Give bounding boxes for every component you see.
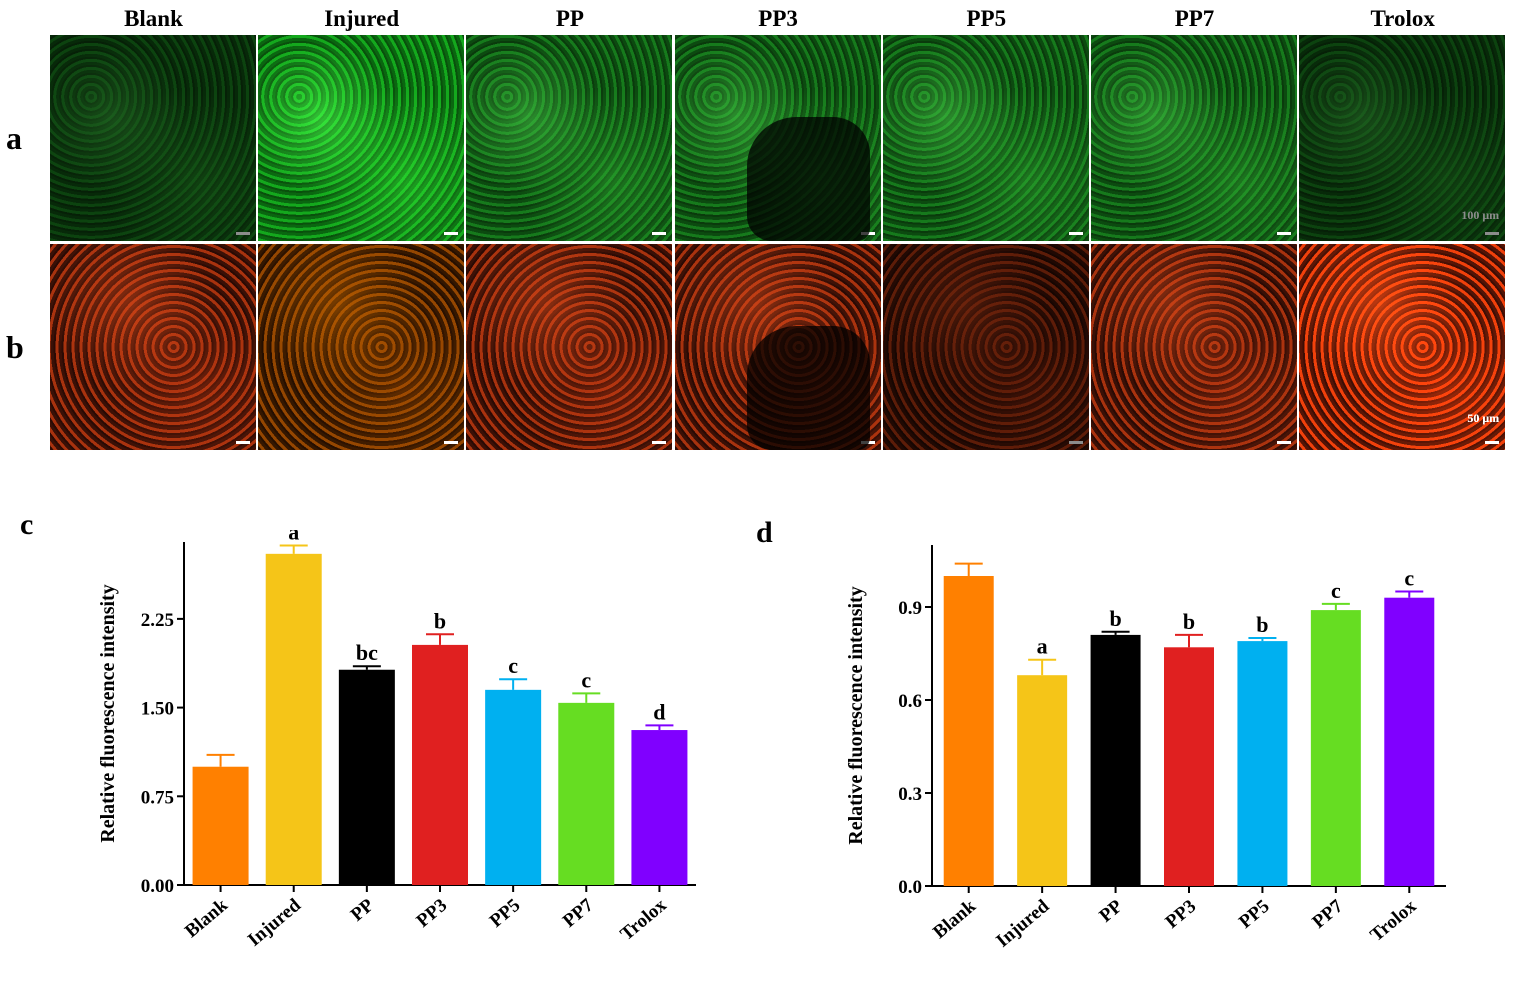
significance-label: c — [1404, 566, 1414, 591]
bar-chart-d: 0.0 0.3 0.6 0.9 Relative fluorescence intens… — [845, 545, 1446, 952]
bar-trolox — [1384, 597, 1435, 886]
significance-label: b — [1109, 606, 1121, 631]
row-label-a: a — [6, 120, 22, 156]
bar-pp3 — [1164, 647, 1214, 886]
micrograph-a-trolox: 100 μm — [1299, 35, 1506, 241]
bar-pp7 — [558, 702, 615, 885]
x-tick-label-blank: Blank — [181, 894, 232, 942]
x-tick-label-pp: PP — [1096, 895, 1128, 926]
scale-bar — [652, 441, 667, 444]
column-header-trolox: Trolox — [1370, 6, 1435, 31]
column-header-pp: PP — [555, 6, 584, 31]
bar-injured — [265, 553, 322, 885]
micrograph-b-trolox: 50 μm — [1299, 244, 1506, 450]
x-tick-label-pp5: PP5 — [1235, 896, 1274, 933]
x-tick-label-pp3: PP3 — [1162, 896, 1201, 933]
x-tick-label-pp3: PP3 — [413, 895, 452, 932]
scale-bar — [1277, 232, 1291, 235]
micrograph-b-pp — [466, 244, 673, 450]
scale-bar — [1485, 232, 1500, 235]
micrograph-b-blank — [50, 244, 256, 450]
bar-chart-c: 0.00 0.75 1.50 2.25 Relative fluorescence in… — [97, 530, 696, 951]
y-tick-label: 0.3 — [898, 784, 922, 805]
y-tick-label: 0.0 — [898, 877, 922, 898]
scale-bar — [1485, 441, 1500, 444]
y-tick-label: 0.75 — [141, 787, 174, 808]
bar-pp5 — [485, 689, 542, 885]
y-tick-label: 0.9 — [898, 598, 922, 619]
y-tick-label: 1.50 — [141, 699, 174, 720]
row-label-b: b — [6, 329, 24, 365]
micrograph-b-pp7 — [1091, 244, 1297, 450]
x-tick-label-blank: Blank — [929, 895, 980, 943]
x-tick-label-trolox: Trolox — [616, 894, 671, 945]
significance-label: bc — [356, 640, 378, 665]
column-header-injured: Injured — [324, 6, 400, 31]
scale-bar — [652, 232, 667, 235]
micrograph-a-pp5 — [882, 35, 1089, 241]
column-header-blank: Blank — [124, 6, 183, 31]
micrograph-a-pp7 — [1091, 35, 1297, 241]
column-header-pp7: PP7 — [1174, 6, 1215, 31]
scale-bar — [1068, 232, 1083, 235]
significance-label: a — [1037, 634, 1048, 659]
y-axis-label: Relative fluorescence intensity — [845, 586, 867, 844]
x-tick-label-pp7: PP7 — [1309, 895, 1348, 932]
bar-pp5 — [1237, 641, 1288, 886]
y-tick-label: 0.6 — [898, 691, 922, 712]
bar-injured — [1017, 675, 1068, 886]
y-axis-label: Relative fluorescence intensity — [97, 584, 119, 842]
x-tick-label-trolox: Trolox — [1366, 895, 1421, 946]
significance-label: a — [288, 530, 299, 545]
scale-bar — [236, 441, 250, 444]
significance-label: b — [434, 608, 446, 633]
micrograph-a-pp3 — [674, 35, 881, 241]
bar-pp7 — [1310, 610, 1361, 886]
scale-bar — [1068, 441, 1083, 444]
bar-pp3 — [412, 644, 468, 885]
significance-label: c — [508, 653, 518, 678]
x-tick-label-injured: Injured — [244, 894, 305, 950]
x-tick-label-pp7: PP7 — [559, 894, 598, 931]
micrograph-a-blank — [50, 35, 256, 241]
bar-blank — [192, 766, 249, 885]
scale-bar — [444, 232, 459, 235]
y-tick-label: 2.25 — [141, 610, 174, 631]
micrograph-b-pp5 — [882, 244, 1089, 450]
bar-pp — [1090, 634, 1141, 886]
panel-label-d: d — [756, 516, 773, 549]
scale-bar — [1277, 441, 1291, 444]
micrograph-b-injured — [258, 244, 465, 450]
bar-trolox — [631, 730, 688, 885]
micrograph-a-injured — [258, 35, 465, 241]
significance-label: d — [653, 699, 665, 724]
x-tick-label-injured: Injured — [992, 895, 1053, 951]
significance-label: c — [581, 667, 591, 692]
scale-bar — [860, 441, 875, 444]
bar-blank — [943, 576, 994, 886]
micrograph-b-pp3 — [674, 244, 881, 450]
micrograph-a-pp — [466, 35, 673, 241]
y-tick-label: 0.00 — [141, 876, 174, 897]
scale-bar — [444, 441, 459, 444]
significance-label: b — [1183, 609, 1195, 634]
x-tick-label-pp: PP — [347, 894, 379, 925]
scale-bar-label: 50 μm — [1467, 411, 1500, 425]
panel-label-c: c — [20, 508, 34, 541]
scale-bar — [236, 232, 250, 235]
significance-label: c — [1331, 578, 1341, 603]
bar-pp — [338, 669, 395, 885]
column-header-pp3: PP3 — [758, 6, 798, 31]
scale-bar-label: 100 μm — [1461, 208, 1500, 222]
x-tick-label-pp5: PP5 — [486, 895, 525, 932]
significance-label: b — [1256, 612, 1268, 637]
column-header-pp5: PP5 — [966, 6, 1007, 31]
scale-bar — [860, 232, 875, 235]
